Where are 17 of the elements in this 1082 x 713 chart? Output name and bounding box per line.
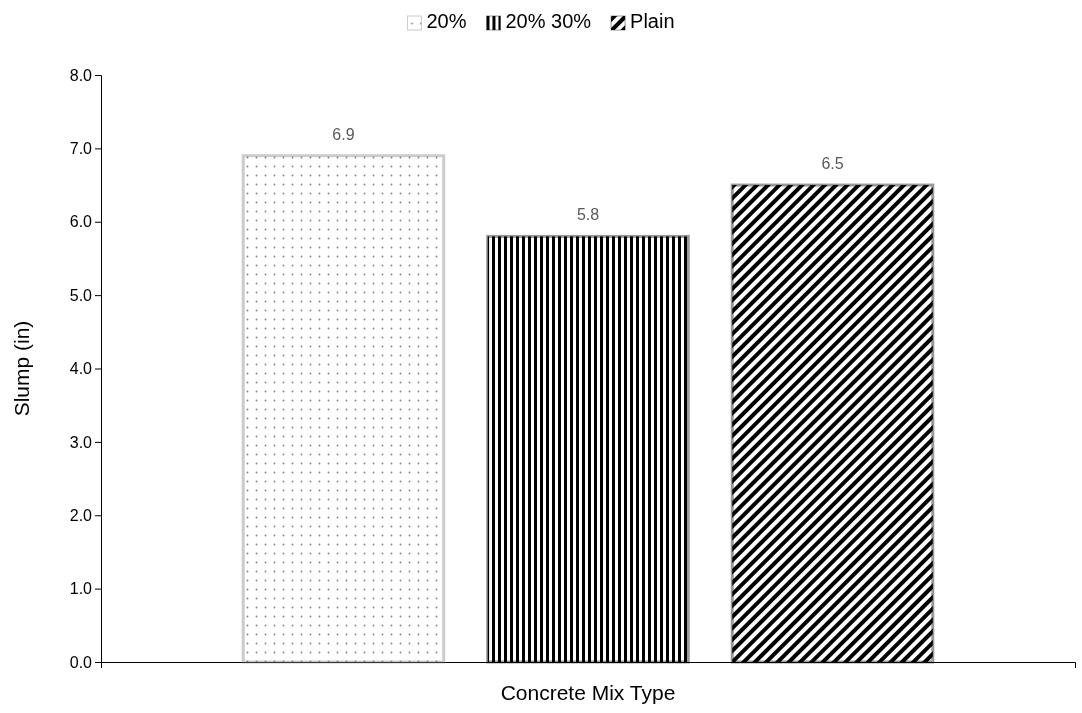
y-tick-label: 8.0 <box>69 66 93 84</box>
y-tick-label: 3.0 <box>69 433 93 451</box>
data-label: 6.5 <box>821 155 844 173</box>
y-tick-label: 4.0 <box>69 360 93 378</box>
y-tick-label: 7.0 <box>69 139 93 157</box>
x-axis-title: Concrete Mix Type <box>500 681 676 704</box>
y-tick-label: 2.0 <box>69 506 93 524</box>
y-tick-label: 1.0 <box>69 580 93 598</box>
data-label: 6.9 <box>332 125 355 143</box>
legend-label: 20% 30% <box>505 10 592 32</box>
y-tick-label: 6.0 <box>69 213 93 231</box>
y-axis-title: Slump (in) <box>10 320 33 417</box>
y-tick-label: 5.0 <box>69 286 93 304</box>
legend-label: Plain <box>630 10 675 32</box>
data-label: 5.8 <box>576 206 600 224</box>
legend-label: 20% <box>426 10 467 32</box>
y-tick-label: 0.0 <box>69 653 93 671</box>
